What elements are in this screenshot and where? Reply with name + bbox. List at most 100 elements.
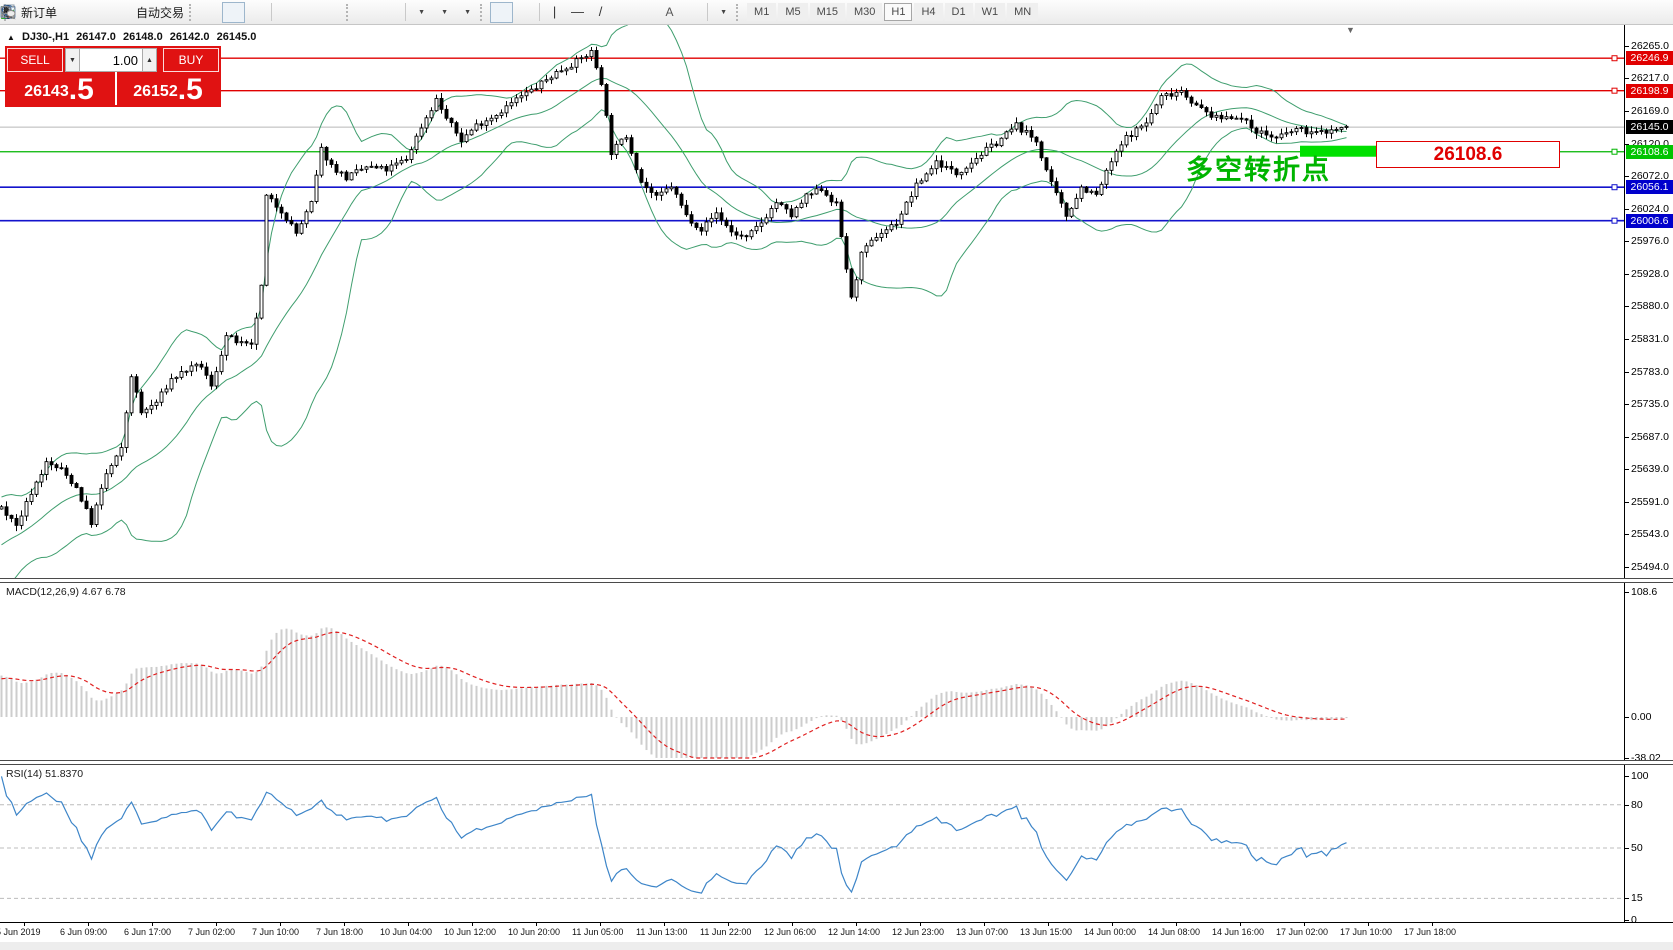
timeframe-h4-button[interactable]: H4 — [914, 3, 943, 21]
buy-button[interactable]: BUY — [163, 48, 219, 72]
timeframe-d1-button[interactable]: D1 — [944, 3, 973, 21]
text-icon: A — [665, 5, 674, 19]
axis-tick-mark — [1625, 110, 1629, 112]
time-tick-mark — [24, 923, 25, 926]
sell-button[interactable]: SELL — [7, 48, 63, 72]
rsi-panel[interactable] — [0, 764, 1624, 922]
main-chart[interactable] — [0, 25, 1624, 580]
trendline-button[interactable]: / — [589, 2, 612, 23]
cursor-button[interactable] — [4, 1, 514, 23]
time-tick-mark — [1432, 923, 1433, 926]
auto-scroll-button[interactable] — [1, 2, 379, 23]
vertical-line-button[interactable]: | — [543, 2, 566, 23]
new-order-button[interactable]: 新订单 — [1, 2, 60, 23]
time-tick-label: 14 Jun 16:00 — [1212, 927, 1265, 937]
axis-tick-mark — [1625, 208, 1629, 210]
time-tick-mark — [152, 923, 153, 926]
timeframe-mn-button[interactable]: MN — [1007, 3, 1039, 21]
timeframe-m30-button[interactable]: M30 — [847, 3, 883, 21]
price-callout: 26108.6 — [1376, 141, 1560, 168]
chart-shift-button[interactable] — [1, 2, 402, 23]
axis-tick-mark — [1625, 534, 1629, 536]
crosshair-button[interactable] — [1, 2, 536, 23]
ohlc-high: 26148.0 — [122, 31, 163, 43]
time-tick-label: 12 Jun 06:00 — [764, 927, 817, 937]
ohlc-low: 26142.0 — [169, 31, 210, 43]
timeframe-m1-button[interactable]: M1 — [747, 3, 777, 21]
macd-label: MACD(12,26,9) 4.67 6.78 — [6, 586, 126, 598]
axis-tick-mark — [1625, 78, 1629, 80]
axis-tick-mark — [1625, 371, 1629, 373]
equidistant-channel-button[interactable]: E — [1, 2, 635, 23]
axis-tick-mark — [1625, 469, 1629, 471]
time-tick-label: 11 Jun 22:00 — [700, 927, 752, 937]
panel-separator[interactable] — [0, 760, 1673, 765]
macd-panel[interactable] — [0, 582, 1624, 761]
new-chart-button[interactable] — [1, 2, 83, 23]
zoom-out-button[interactable] — [1, 2, 321, 23]
price-axis[interactable]: 26265.026217.026169.026120.026072.026024… — [1624, 25, 1673, 580]
chart-shift-marker-icon[interactable]: ▼ — [1346, 25, 1355, 35]
time-tick-label: 7 Jun 02:00 — [188, 927, 236, 937]
time-tick-mark — [88, 923, 89, 926]
time-tick-mark — [1368, 923, 1369, 926]
time-tick-mark — [472, 923, 473, 926]
tile-windows-button[interactable] — [1, 2, 344, 23]
time-tick-label: 10 Jun 20:00 — [508, 927, 561, 937]
price-tick-label: 25591.0 — [1631, 495, 1669, 508]
horizontal-line-button[interactable]: — — [566, 2, 589, 23]
line-chart-button[interactable] — [1, 2, 268, 23]
axis-tick-mark — [1625, 804, 1629, 806]
volume-decrease-button[interactable]: ▼ — [65, 48, 80, 72]
volume-input[interactable] — [80, 48, 142, 72]
timeframe-m5-button[interactable]: M5 — [778, 3, 808, 21]
timeframe-h1-button[interactable]: H1 — [884, 3, 913, 21]
time-tick-mark — [280, 923, 281, 926]
axis-tick-mark — [1625, 567, 1629, 569]
zoom-in-button[interactable] — [1, 2, 298, 23]
timeframe-w1-button[interactable]: W1 — [974, 3, 1006, 21]
ohlc-open: 26147.0 — [76, 31, 116, 43]
time-tick-label: 13 Jun 07:00 — [956, 927, 1009, 937]
price-tick-label: 25831.0 — [1631, 333, 1669, 346]
price-tick-label: 25880.0 — [1631, 300, 1669, 313]
chat-icon[interactable] — [0, 4, 16, 20]
bar-chart-button[interactable] — [1, 2, 222, 23]
axis-tick-mark — [1625, 848, 1629, 849]
profiles-button[interactable] — [0, 2, 106, 23]
candlestick-chart-button[interactable] — [1, 1, 246, 23]
panel-separator[interactable] — [0, 578, 1673, 583]
price-tick-label: 25735.0 — [1631, 398, 1669, 411]
arrows-button[interactable]: ▼ — [3, 2, 734, 23]
periods-button[interactable]: ▼ — [1, 2, 455, 23]
time-axis[interactable]: 5 Jun 2019 6 Jun 09:00 6 Jun 17:00 7 Jun 02… — [0, 922, 1673, 942]
price-tick-label: 26217.0 — [1631, 72, 1669, 85]
toolbar-grip — [346, 3, 353, 21]
signal-button[interactable] — [4, 2, 129, 23]
separator — [271, 3, 273, 21]
sell-price[interactable]: 26143 .5 — [7, 72, 111, 105]
new-order-label: 新订单 — [21, 5, 58, 20]
axis-tick-mark — [1625, 273, 1629, 275]
time-tick-label: 10 Jun 04:00 — [380, 927, 433, 937]
indicators-button[interactable]: ▼ — [1, 2, 432, 23]
rsi-axis[interactable]: 100 80 50 15 0 — [1624, 764, 1673, 926]
vertical-line-icon: | — [552, 4, 557, 19]
fibonacci-button[interactable]: F — [2, 2, 658, 23]
buy-price[interactable]: 26152 .5 — [115, 72, 219, 105]
time-tick-label: 12 Jun 23:00 — [892, 927, 945, 937]
templates-button[interactable]: ▼ — [0, 2, 478, 23]
auto-trading-button[interactable]: 自动交易 — [1, 2, 187, 23]
chevron-down-icon: ▼ — [720, 8, 727, 16]
price-tick-label: 25976.0 — [1631, 235, 1669, 248]
time-tick-label: 7 Jun 10:00 — [252, 927, 300, 937]
timeframe-m15-button[interactable]: M15 — [809, 3, 845, 21]
volume-increase-button[interactable]: ▲ — [142, 48, 157, 72]
price-tick-label: 25543.0 — [1631, 528, 1669, 541]
separator — [405, 3, 407, 21]
text-button[interactable]: A — [658, 2, 681, 23]
axis-tick-mark — [1625, 404, 1629, 406]
macd-axis[interactable]: 108.6 0.00 -38.02 — [1624, 582, 1673, 764]
text-label-button[interactable]: T — [1, 2, 704, 23]
time-tick-mark — [920, 923, 921, 926]
